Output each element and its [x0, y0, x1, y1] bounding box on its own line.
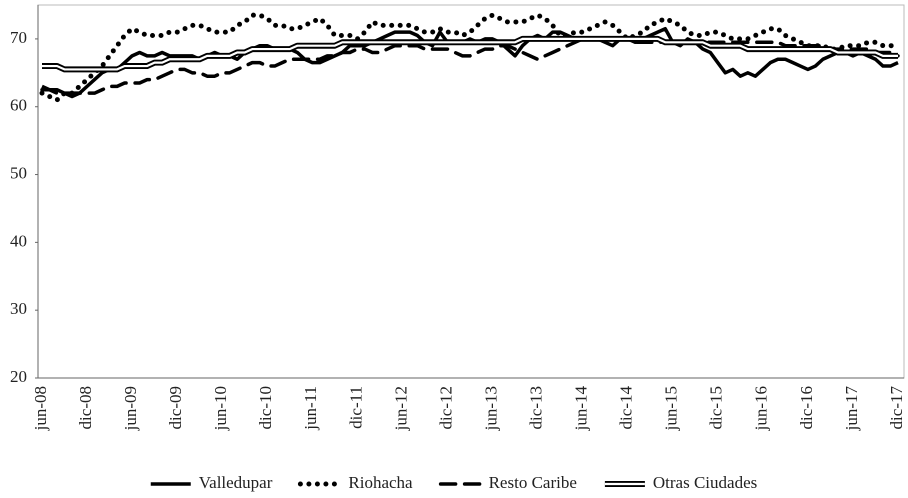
x-tick-label: dic-14 [617, 386, 636, 430]
x-tick-label: dic-16 [797, 386, 816, 429]
x-tick-label: dic-12 [436, 386, 455, 429]
x-tick-label: dic-11 [346, 386, 365, 429]
x-tick-label: dic-17 [887, 386, 906, 430]
x-tick-label: dic-10 [256, 386, 275, 429]
y-tick-label: 20 [10, 367, 27, 386]
x-tick-label: dic-09 [166, 386, 185, 429]
x-tick-label: jun-13 [481, 386, 500, 431]
x-tick-label: jun-17 [842, 386, 861, 432]
x-tick-label: dic-13 [526, 386, 545, 429]
x-tick-label: jun-15 [662, 386, 681, 431]
y-tick-label: 60 [10, 96, 27, 115]
legend-label: Resto Caribe [489, 473, 577, 492]
x-tick-label: jun-12 [391, 386, 410, 431]
legend-label: Valledupar [199, 473, 273, 492]
x-tick-label: jun-11 [301, 386, 320, 431]
legend-label: Riohacha [348, 473, 413, 492]
y-tick-label: 70 [10, 28, 27, 47]
series-line [41, 26, 899, 99]
legend-label: Otras Ciudades [653, 473, 757, 492]
series-line [39, 12, 901, 103]
x-tick-label: dic-08 [76, 386, 95, 429]
x-tick-label: jun-14 [572, 386, 591, 432]
series-line-inner [42, 37, 898, 71]
x-tick-label: dic-15 [707, 386, 726, 429]
x-tick-label: jun-08 [31, 386, 50, 431]
y-tick-label: 30 [10, 299, 27, 318]
series-line [40, 37, 900, 95]
x-tick-label: jun-10 [211, 386, 230, 431]
x-tick-label: jun-16 [752, 386, 771, 431]
x-tick-label: jun-09 [121, 386, 140, 431]
y-tick-label: 40 [10, 231, 27, 250]
y-tick-label: 50 [10, 163, 27, 182]
